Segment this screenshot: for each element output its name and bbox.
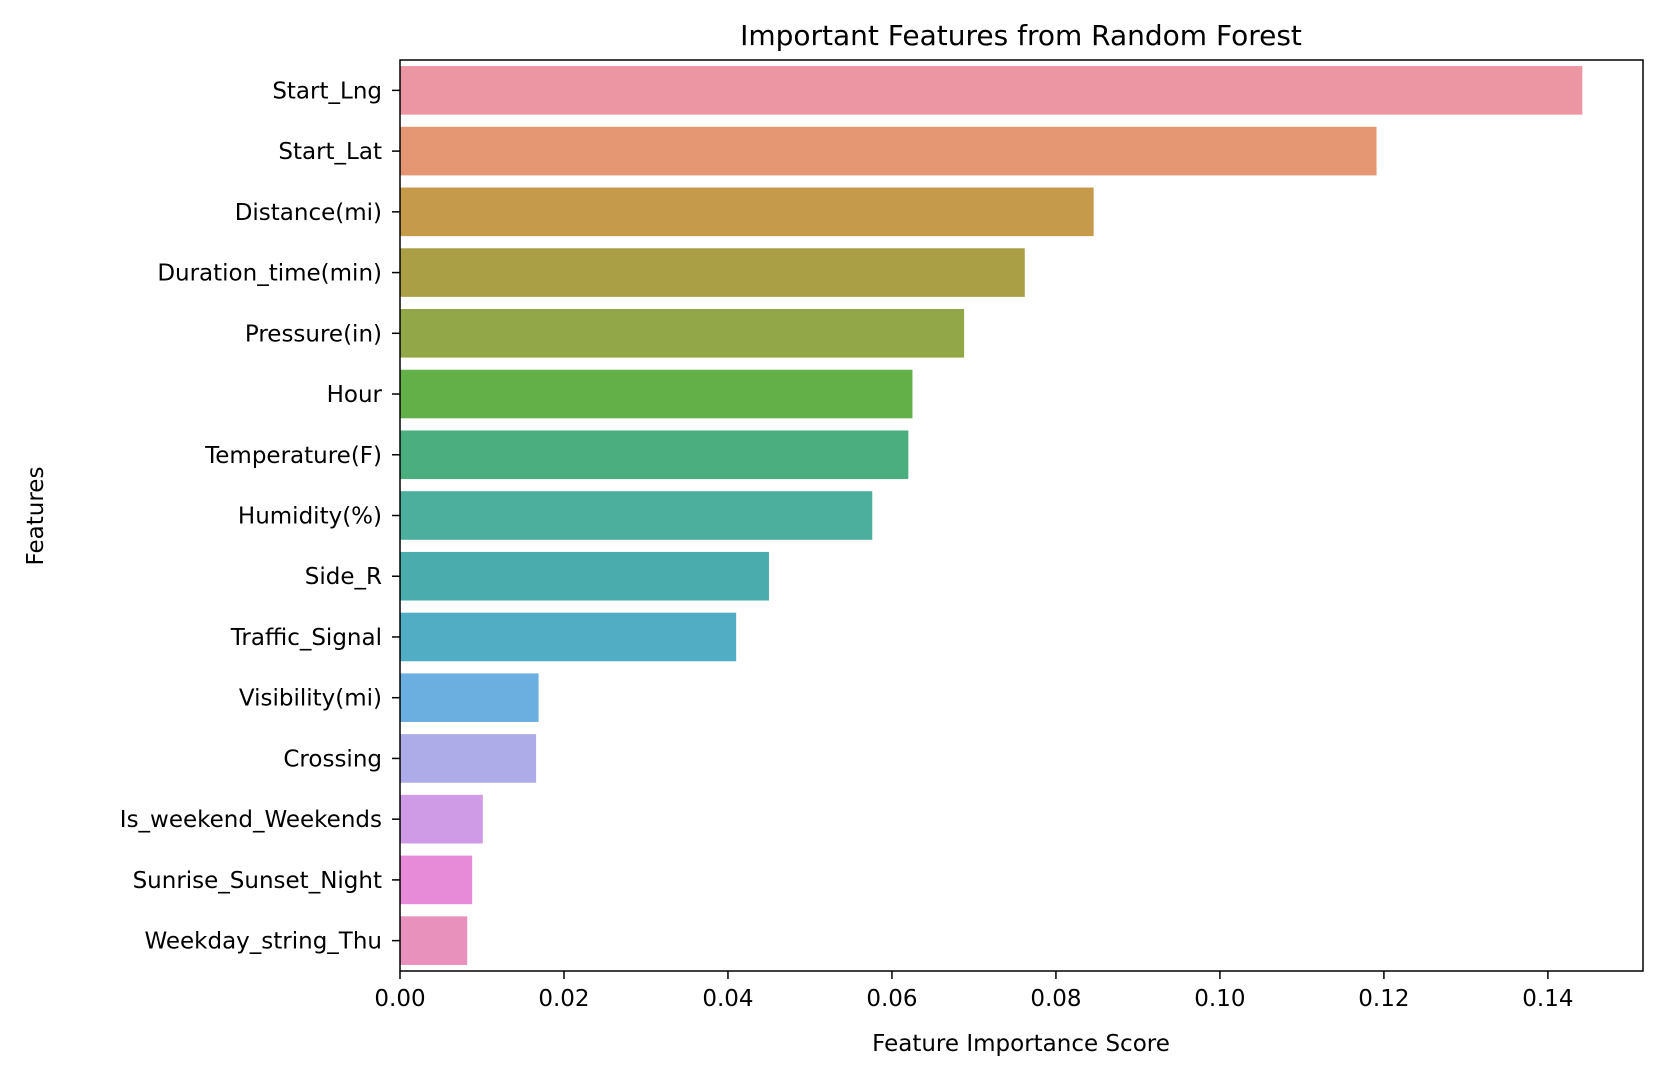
bar xyxy=(400,491,873,540)
bar xyxy=(400,126,1377,176)
x-axis-label: Feature Importance Score xyxy=(872,1031,1170,1057)
y-tick-label: Start_Lat xyxy=(278,139,382,165)
bar xyxy=(400,369,913,419)
y-tick-label: Crossing xyxy=(283,746,382,772)
y-tick-label: Visibility(mi) xyxy=(239,686,382,712)
bar xyxy=(400,794,483,844)
x-tick-label: 0.14 xyxy=(1522,986,1573,1012)
y-tick-label: Distance(mi) xyxy=(235,200,382,226)
bar xyxy=(400,66,1583,115)
bar xyxy=(400,309,965,358)
y-axis-ticks: Start_Lng Start_Lat Distance(mi) Duration_t… xyxy=(120,78,400,955)
bar xyxy=(400,916,468,965)
y-tick-label: Hour xyxy=(327,382,383,408)
y-tick-label: Humidity(%) xyxy=(238,504,382,530)
x-tick-label: 0.12 xyxy=(1358,986,1409,1012)
x-tick-label: 0.00 xyxy=(374,986,425,1012)
y-tick-label: Is_weekend_Weekends xyxy=(120,807,382,833)
y-tick-label: Pressure(in) xyxy=(245,321,382,347)
bars-group xyxy=(400,66,1583,965)
bar xyxy=(400,248,1025,297)
bar xyxy=(400,855,473,905)
x-tick-label: 0.10 xyxy=(1194,986,1245,1012)
x-tick-label: 0.02 xyxy=(538,986,589,1012)
bar xyxy=(400,551,769,601)
y-tick-label: Side_R xyxy=(305,564,382,590)
x-axis-ticks: 0.00 0.02 0.04 0.06 0.08 0.10 0.12 0.14 xyxy=(374,971,1573,1012)
x-tick-label: 0.04 xyxy=(702,986,753,1012)
x-tick-label: 0.06 xyxy=(866,986,917,1012)
y-tick-label: Duration_time(min) xyxy=(157,261,382,287)
bar xyxy=(400,734,537,783)
chart-title: Important Features from Random Forest xyxy=(740,19,1302,52)
y-tick-label: Traffic_Signal xyxy=(230,625,382,651)
y-tick-label: Weekday_string_Thu xyxy=(144,929,382,955)
y-tick-label: Sunrise_Sunset_Night xyxy=(133,868,382,894)
x-tick-label: 0.08 xyxy=(1030,986,1081,1012)
plot-frame xyxy=(399,59,1644,972)
bar xyxy=(400,430,909,480)
bar xyxy=(400,612,737,662)
bar xyxy=(400,187,1094,237)
y-tick-label: Temperature(F) xyxy=(204,443,382,469)
y-tick-label: Start_Lng xyxy=(272,78,382,104)
y-axis-label: Features xyxy=(23,467,49,566)
bar xyxy=(400,673,539,722)
